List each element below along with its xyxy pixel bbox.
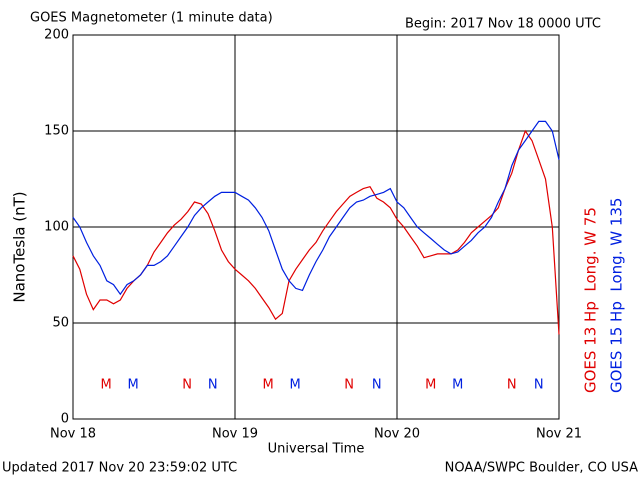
annotation: N — [534, 378, 544, 393]
annotation: M — [127, 378, 138, 393]
y-tick-label: 0 — [61, 412, 69, 427]
y-tick-label: 100 — [44, 220, 69, 235]
y-tick-label: 50 — [52, 316, 69, 331]
annotation: N — [208, 378, 218, 393]
series-line — [72, 120, 560, 296]
x-axis-label: Universal Time — [268, 442, 365, 457]
annotation: N — [507, 378, 517, 393]
annotation: N — [182, 378, 192, 393]
x-tick-label: Nov 19 — [212, 427, 258, 442]
y-tick-label: 150 — [44, 124, 69, 139]
annotation: M — [289, 378, 300, 393]
annotation: M — [452, 378, 463, 393]
plot-frame — [72, 34, 560, 420]
series-line — [72, 129, 560, 335]
annotation: M — [100, 378, 111, 393]
annotation: N — [372, 378, 382, 393]
footer-source: NOAA/SWPC Boulder, CO USA — [445, 461, 638, 476]
annotation: M — [262, 378, 273, 393]
legend-label: GOES 13 Hp Long. W 75 — [582, 207, 600, 393]
x-tick-label: Nov 21 — [536, 427, 582, 442]
x-tick-label: Nov 20 — [374, 427, 420, 442]
annotation: N — [344, 378, 354, 393]
chart-title: GOES Magnetometer (1 minute data) — [30, 11, 273, 26]
annotation: M — [425, 378, 436, 393]
footer-updated: Updated 2017 Nov 20 23:59:02 UTC — [2, 461, 237, 476]
begin-time: Begin: 2017 Nov 18 0000 UTC — [405, 17, 601, 32]
x-tick-label: Nov 18 — [50, 427, 96, 442]
y-axis-label: NanoTesla (nT) — [11, 191, 29, 302]
y-tick-label: 200 — [44, 28, 69, 43]
legend-label: GOES 15 Hp Long. W 135 — [608, 198, 626, 393]
